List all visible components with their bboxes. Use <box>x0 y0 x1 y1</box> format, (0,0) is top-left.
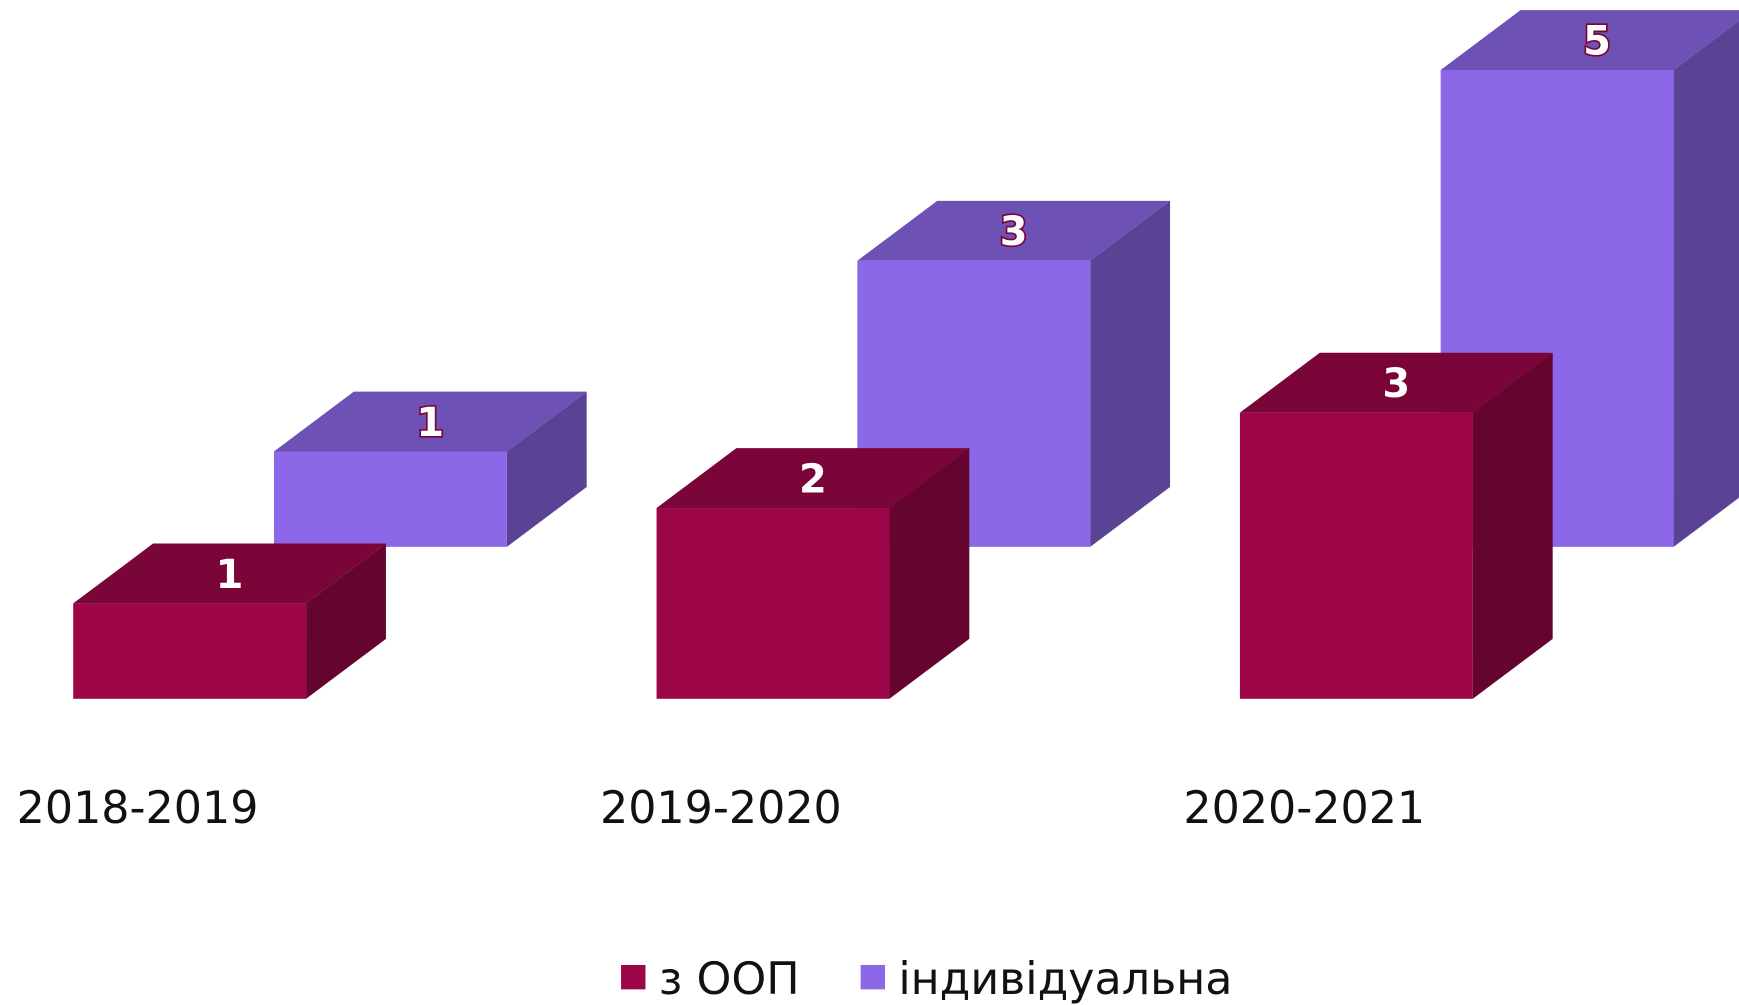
bar <box>273 451 507 547</box>
data-label: 1 <box>216 552 244 598</box>
bar-side <box>506 391 587 547</box>
x-tick-label: 2019-2020 <box>600 783 842 834</box>
bar-side <box>306 543 386 699</box>
legend-label: індивідуальна <box>898 954 1232 1005</box>
bar <box>73 603 307 699</box>
bar <box>1239 412 1473 699</box>
data-label: 1 <box>416 400 444 446</box>
bar-top <box>1239 352 1553 413</box>
data-label: 3 <box>1000 209 1028 255</box>
bar-side <box>1673 20 1739 547</box>
bar-top <box>857 200 1171 261</box>
legend-swatch <box>860 964 886 990</box>
bar-side <box>1472 352 1553 699</box>
x-tick-label: 2018-2019 <box>17 783 259 834</box>
bar-top <box>73 543 386 604</box>
bar-top <box>1440 10 1739 70</box>
bar-side <box>889 448 970 699</box>
legend-swatch <box>621 964 646 990</box>
data-label: 2 <box>799 457 827 503</box>
data-label: 3 <box>1382 361 1410 407</box>
data-label: 5 <box>1583 18 1611 64</box>
bar-side <box>1090 200 1171 547</box>
x-tick-label: 2020-2021 <box>1183 783 1425 834</box>
bar-top <box>273 391 587 452</box>
bar <box>656 508 890 699</box>
legend-label: з ООП <box>659 954 800 1005</box>
bar-top <box>656 448 970 509</box>
